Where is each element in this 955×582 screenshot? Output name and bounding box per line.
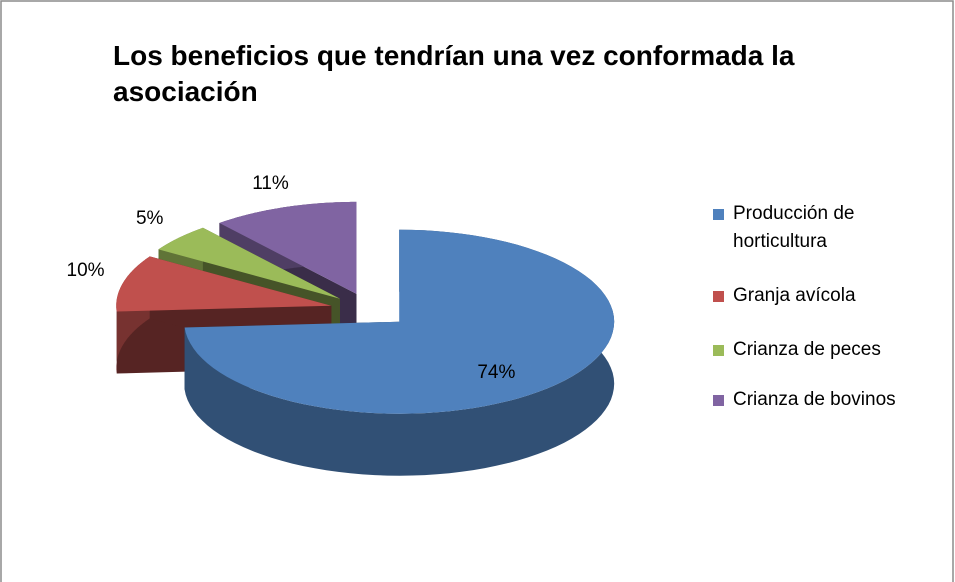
- slice: [158, 227, 340, 299]
- legend-item: Crianza de bovinos: [713, 386, 948, 414]
- legend-swatch: [713, 395, 724, 406]
- legend-label: Producción de horticultura: [733, 203, 855, 252]
- legend: Producción de horticultura Granja avícola…: [713, 200, 948, 414]
- legend-item: Crianza de peces: [713, 336, 948, 364]
- slice: [184, 229, 615, 414]
- data-label: 74%: [477, 362, 515, 383]
- legend-label: Crianza de peces: [733, 339, 881, 360]
- legend-label: Crianza de bovinos: [733, 389, 896, 410]
- data-label: 5%: [136, 208, 164, 229]
- legend-label: Granja avícola: [733, 285, 856, 306]
- data-label: 11%: [252, 173, 289, 194]
- legend-swatch: [713, 209, 724, 220]
- legend-item: Producción de horticultura: [713, 200, 948, 256]
- slice: [116, 256, 332, 312]
- chart-title: Los beneficios que tendrían una vez conf…: [113, 40, 795, 107]
- data-label: 10%: [67, 260, 105, 281]
- legend-swatch: [713, 345, 724, 356]
- slice: [219, 201, 357, 294]
- legend-item: Granja avícola: [713, 282, 948, 310]
- legend-swatch: [713, 291, 724, 302]
